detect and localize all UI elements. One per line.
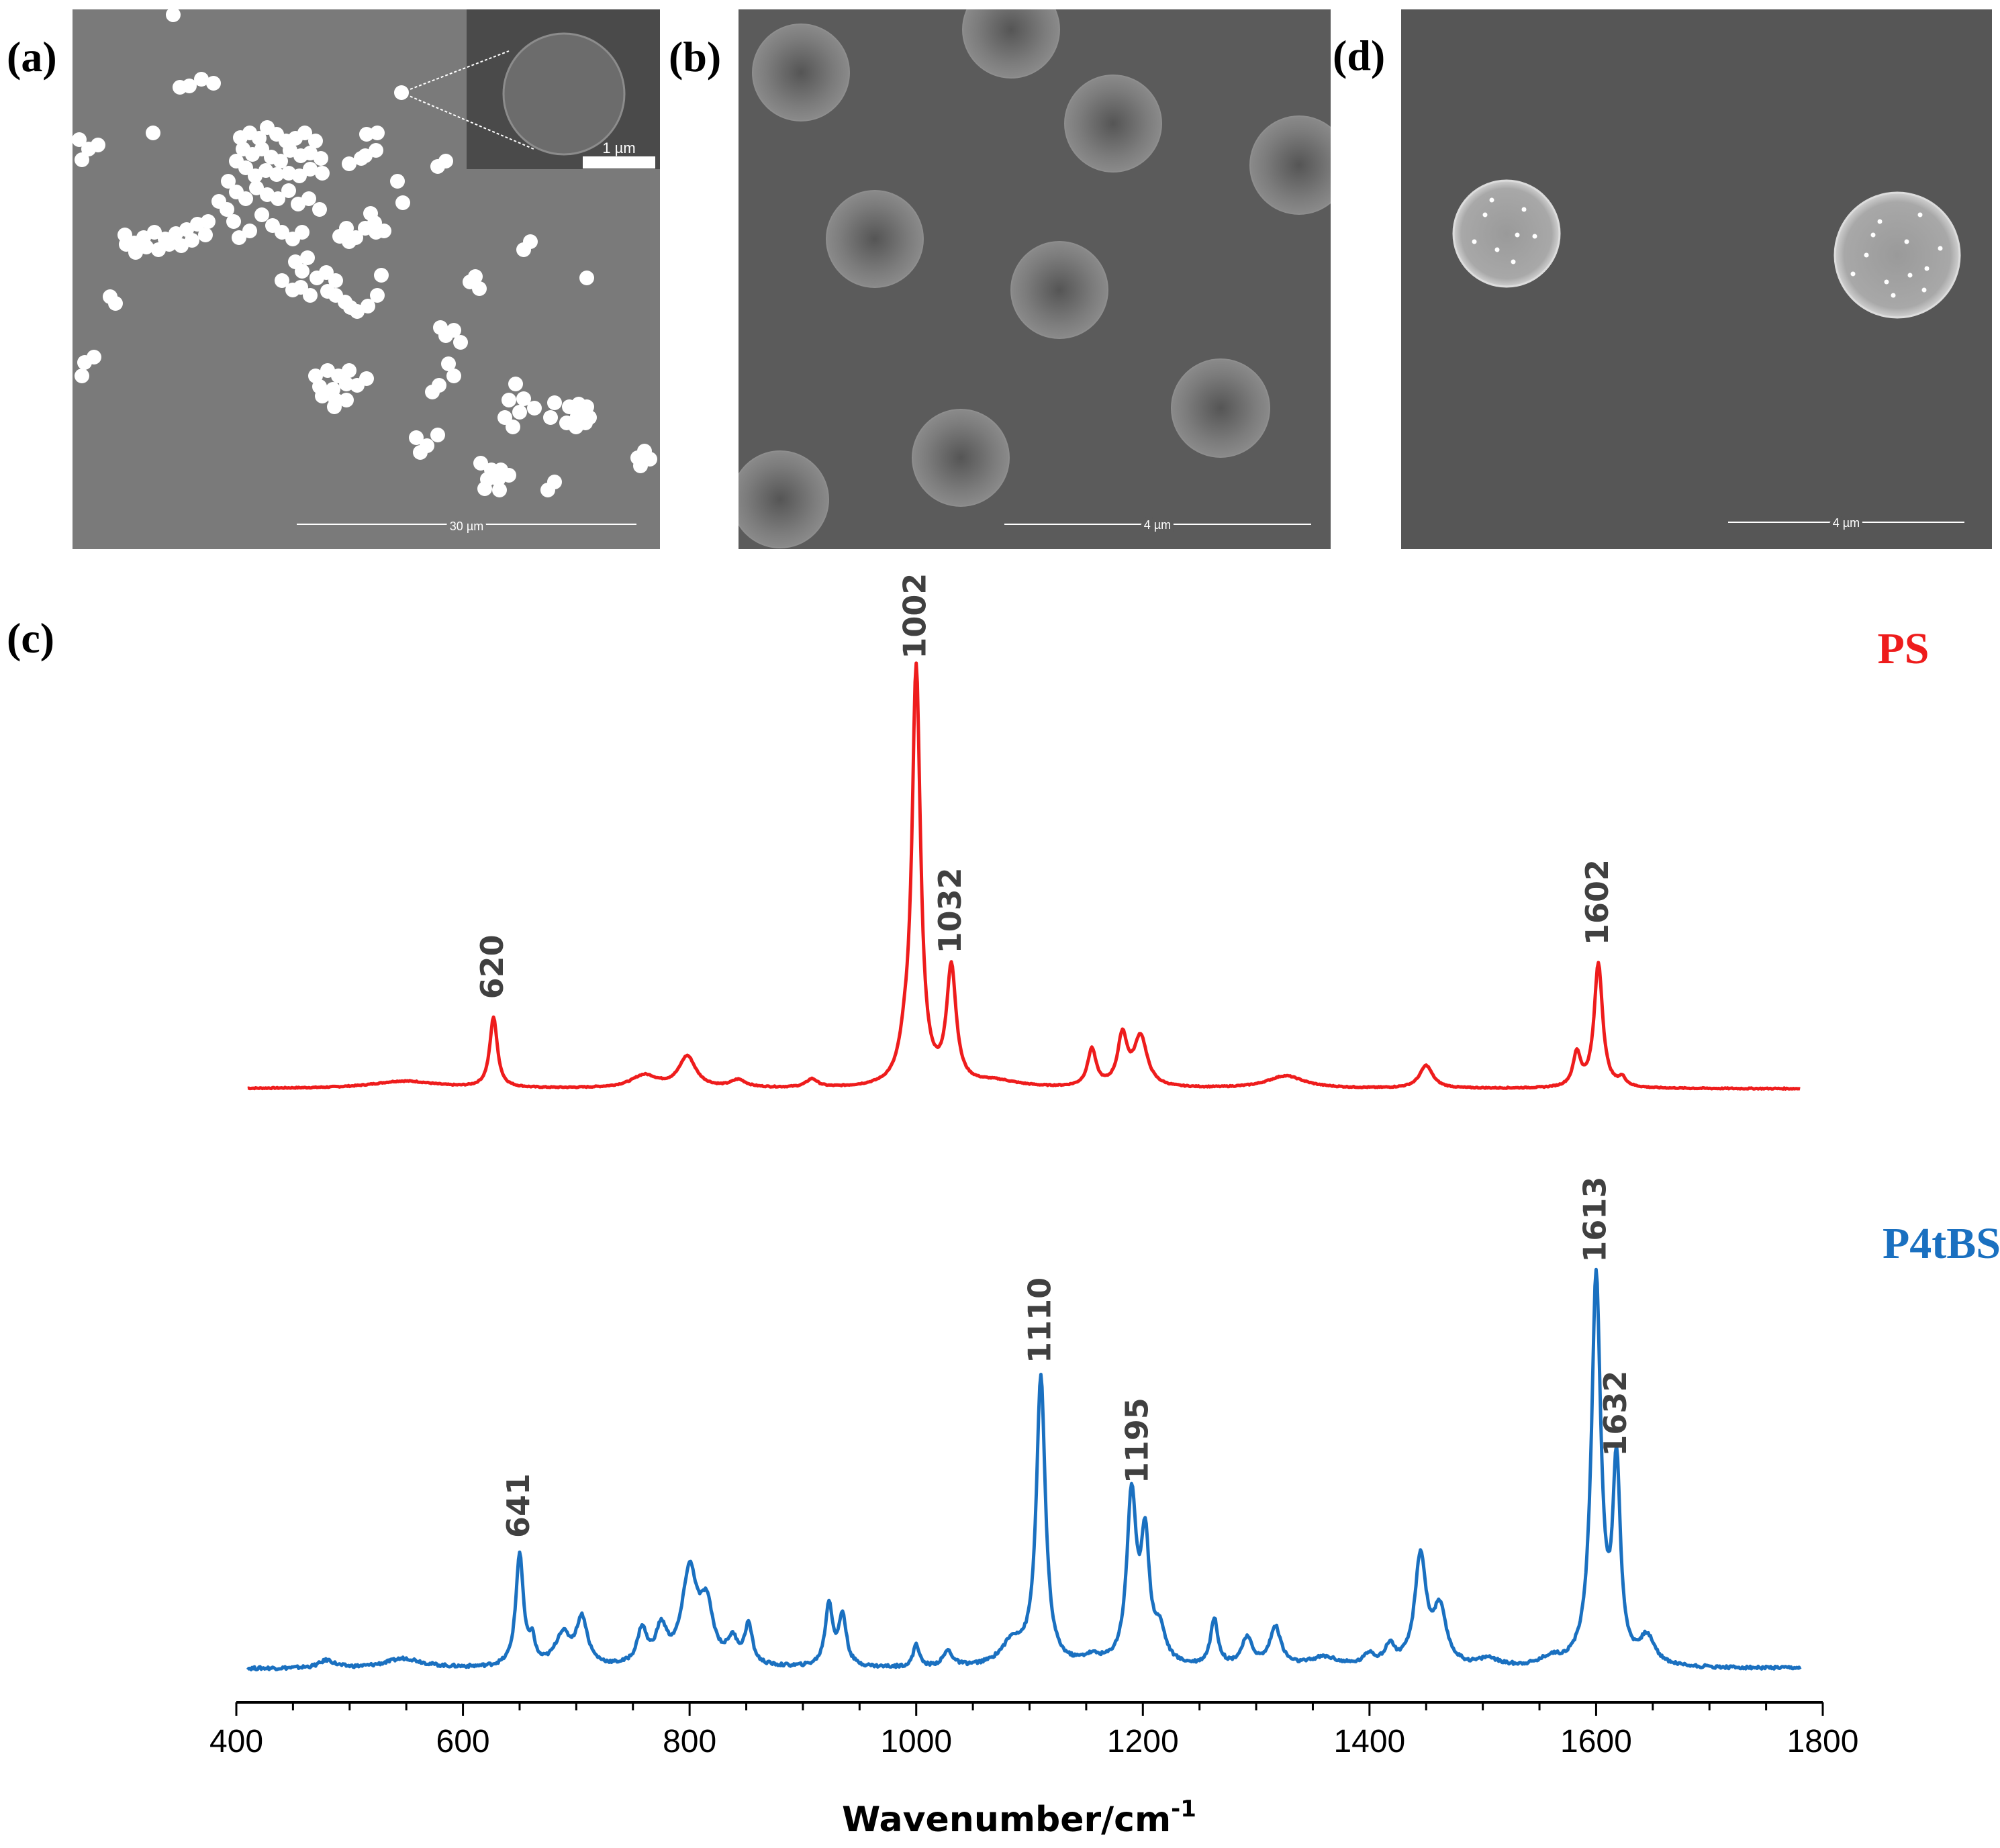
- peak-label: 1110: [1021, 1277, 1057, 1363]
- peak-label: 620: [474, 934, 510, 999]
- inset-line-top: [401, 50, 510, 93]
- series-p4tbs: 641 1110 1195 1613 1632 P4tBS: [246, 1177, 2000, 1671]
- peak-label: 1032: [932, 867, 968, 953]
- peak-label: 1632: [1597, 1371, 1633, 1457]
- x-tick-label: 1600: [1560, 1724, 1632, 1759]
- sem-panel-a: 1 µm 30 µm (a): [7, 7, 660, 549]
- inset-scale-bar: [583, 156, 655, 168]
- inset-scale-label: 1 µm: [602, 140, 635, 156]
- panel-label-b: (b): [669, 33, 721, 81]
- panel-label-d: (d): [1333, 32, 1385, 79]
- peak-label: 641: [500, 1473, 536, 1538]
- panel-label-a: (a): [7, 33, 57, 81]
- peak-label: 1613: [1576, 1177, 1613, 1263]
- bead-d-left: [1452, 179, 1561, 288]
- peak-label: 1195: [1119, 1398, 1155, 1484]
- x-axis-title-text: Wavenumber/cm: [842, 1800, 1171, 1840]
- spectrum-line-p4tbs: [246, 1267, 1802, 1671]
- x-tick-label: 1800: [1787, 1724, 1859, 1759]
- scale-label-d: 4 µm: [1833, 516, 1860, 530]
- x-axis-title: Wavenumber/cm-1: [842, 1796, 1196, 1840]
- sem-panel-d: 4 µm (d): [1333, 9, 1992, 549]
- x-tick-label: 1400: [1333, 1724, 1405, 1759]
- x-axis-title-superscript: -1: [1171, 1796, 1196, 1822]
- peak-label: 1002: [897, 573, 933, 659]
- bead-array-b: [739, 9, 1331, 548]
- sem-panel-b: 4 µm (b): [669, 9, 1331, 549]
- inset-bead: [502, 32, 626, 156]
- spectrum-line-ps: [247, 661, 1801, 1091]
- raman-chart: (c) 620 1002 1032 1602 PS 641 1110 1195 1613 1632…: [7, 573, 2000, 1840]
- series-name-ps: PS: [1877, 624, 1929, 673]
- surface-particles: [1472, 197, 1943, 298]
- x-tick-label: 800: [663, 1724, 716, 1759]
- series-name-p4tbs: P4tBS: [1883, 1219, 2000, 1268]
- bead-d-right: [1834, 191, 1961, 319]
- x-tick-label: 1000: [880, 1724, 952, 1759]
- bead-cluster: [72, 7, 657, 497]
- series-ps: 620 1002 1032 1602 PS: [247, 573, 1930, 1091]
- inset-line-bottom: [401, 92, 534, 150]
- series-layer: 620 1002 1032 1602 PS 641 1110 1195 1613 1632 P4tB…: [246, 573, 2000, 1671]
- panel-label-c: (c): [7, 614, 54, 662]
- x-tick-label: 400: [209, 1724, 263, 1759]
- x-tick-label: 600: [436, 1724, 490, 1759]
- x-axis: 400 600 800 1000 1200 1400 1600 1800 Wavenumber/…: [209, 1701, 1859, 1840]
- peak-label: 1602: [1579, 859, 1615, 945]
- x-tick-label: 1200: [1107, 1724, 1179, 1759]
- scale-label-b: 4 µm: [1144, 518, 1171, 532]
- scale-label-a: 30 µm: [450, 520, 483, 533]
